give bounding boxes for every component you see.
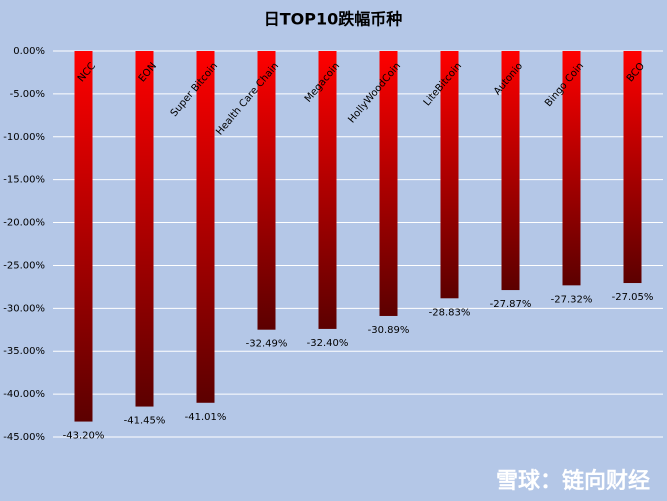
bar — [257, 51, 276, 330]
y-tick-label: 0.00% — [13, 46, 45, 57]
value-label: -41.01% — [185, 412, 227, 423]
value-label: -28.83% — [429, 307, 471, 318]
bar — [74, 51, 93, 422]
value-label: -27.32% — [551, 294, 593, 305]
value-label: -27.87% — [490, 299, 532, 310]
value-label: -32.49% — [246, 339, 288, 350]
bar — [196, 51, 215, 403]
value-label: -41.45% — [124, 416, 166, 427]
bar — [379, 51, 398, 316]
bar — [135, 51, 154, 407]
y-tick-label: -10.00% — [3, 132, 45, 143]
value-label: -30.89% — [368, 325, 410, 336]
bar — [501, 51, 520, 291]
bar — [562, 51, 581, 286]
value-label: -27.05% — [612, 292, 654, 303]
bar — [440, 51, 459, 299]
y-tick-label: -25.00% — [3, 260, 45, 271]
y-tick-label: -40.00% — [3, 389, 45, 400]
bar — [318, 51, 337, 329]
y-tick-label: -45.00% — [3, 432, 45, 443]
y-tick-label: -5.00% — [10, 89, 45, 100]
chart-title: 日TOP10跌幅币种 — [264, 10, 403, 29]
watermark: 雪球：链向财经 — [496, 468, 650, 494]
value-label: -32.40% — [307, 338, 349, 349]
y-tick-label: -35.00% — [3, 346, 45, 357]
y-tick-label: -20.00% — [3, 218, 45, 229]
value-label: -43.20% — [63, 431, 105, 442]
bar — [623, 51, 642, 284]
y-tick-label: -15.00% — [3, 175, 45, 186]
y-tick-label: -30.00% — [3, 303, 45, 314]
